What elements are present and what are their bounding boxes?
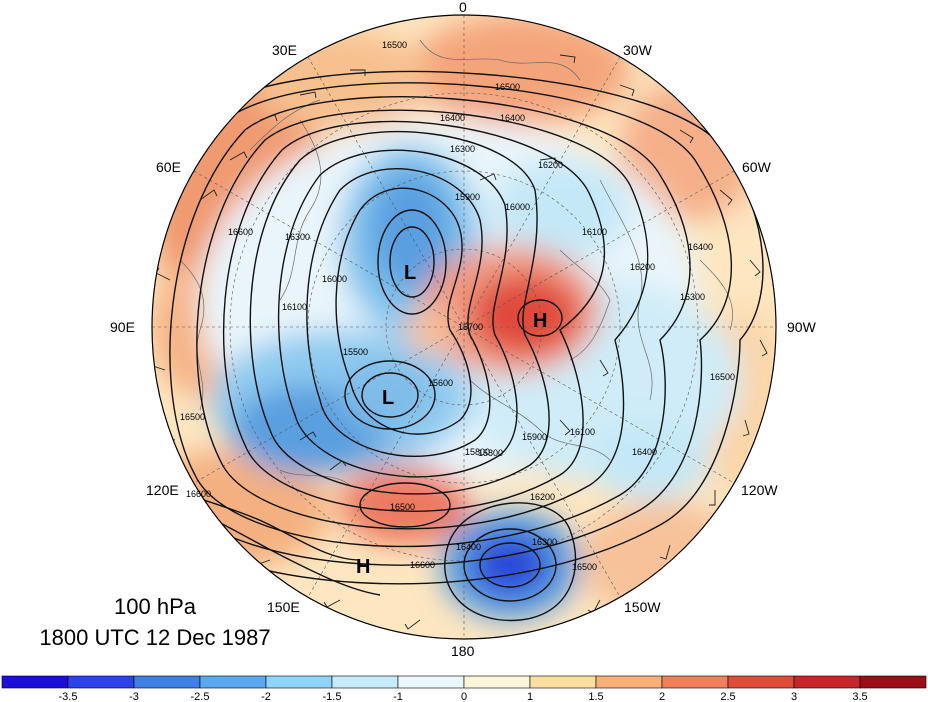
contour-label: 16400 [500, 113, 525, 123]
high-center-marker: H [356, 556, 370, 578]
colorbar: -3.5 -3 -2.5 -2 -1.5 -1 0 1 1.5 2 2.5 3 3.5 [1, 675, 927, 702]
anomaly-shading [152, 15, 776, 620]
colorbar-tick-label: -1.5 [323, 691, 342, 702]
contour-label: 16600 [186, 489, 211, 499]
contour-label: 16400 [688, 242, 713, 252]
contour-label: 16000 [505, 202, 530, 212]
contour-label: 16100 [282, 302, 307, 312]
longitude-label-90w: 90W [787, 319, 817, 335]
longitude-label-120e: 120E [146, 482, 179, 498]
colorbar-segment [199, 675, 267, 689]
longitude-label-180: 180 [451, 643, 475, 659]
longitude-labels: 0 30W 60W 90W 120W 150W 180 150E 120E 90… [110, 0, 817, 659]
colorbar-segment [661, 675, 729, 689]
longitude-label-120w: 120W [741, 482, 778, 498]
contour-label: 16500 [180, 412, 205, 422]
colorbar-segment [1, 675, 69, 689]
longitude-label-90e: 90E [110, 319, 135, 335]
low-center-marker: L [404, 262, 416, 284]
colorbar-tick-label: 3.5 [852, 691, 867, 702]
contour-label: 16000 [322, 274, 347, 284]
colorbar-segment [529, 675, 597, 689]
contour-label: 16500 [495, 82, 520, 92]
high-center-marker: H [533, 310, 547, 332]
colorbar-segment [727, 675, 795, 689]
contour-label: 15600 [428, 378, 453, 388]
contour-label: 16300 [285, 232, 310, 242]
colorbar-tick-label: -2.5 [191, 691, 210, 702]
contour-label: 16300 [532, 537, 557, 547]
colorbar-tick-label: 0 [461, 691, 467, 702]
contour-label: 15500 [343, 347, 368, 357]
contour-label: 15700 [458, 322, 483, 332]
pressure-centers: L L H H [356, 262, 547, 578]
contour-label: 16400 [440, 113, 465, 123]
colorbar-segment [595, 675, 663, 689]
colorbar-tick-label: 2 [659, 691, 665, 702]
colorbar-segment [133, 675, 201, 689]
map-boundary [151, 14, 777, 640]
contour-label-layer: 16500 16500 16400 16400 16300 16200 1610… [180, 40, 735, 572]
contour-label: 16500 [390, 502, 415, 512]
longitude-label-30w: 30W [623, 42, 653, 58]
colorbar-tick-label: 2.5 [720, 691, 735, 702]
contour-label: 15800 [465, 447, 490, 457]
title-level: 100 hPa [114, 594, 197, 619]
contour-label: 16300 [450, 144, 475, 154]
colorbar-segment [265, 675, 333, 689]
colorbar-segment [463, 675, 531, 689]
contour-label: 16500 [710, 372, 735, 382]
contour-label: 16600 [410, 560, 435, 570]
contour-label: 16300 [680, 292, 705, 302]
contour-label: 16200 [630, 262, 655, 272]
contour-label: 15800 [478, 448, 503, 458]
colorbar-segment [397, 675, 465, 689]
longitude-label-150w: 150W [624, 599, 661, 615]
wind-barbs [152, 54, 768, 630]
colorbar-tick-label: -3 [129, 691, 139, 702]
longitude-label-60w: 60W [742, 159, 772, 175]
colorbar-segment [793, 675, 861, 689]
contour-label: 16100 [582, 227, 607, 237]
colorbar-tick-label: 1 [527, 691, 533, 702]
contour-label: 16400 [632, 447, 657, 457]
colorbar-segment [67, 675, 135, 689]
colorbar-tick-label: -1 [393, 691, 403, 702]
map-title: 100 hPa 1800 UTC 12 Dec 1987 [39, 594, 270, 650]
longitude-label-30e: 30E [272, 42, 297, 58]
contour-label: 15900 [522, 432, 547, 442]
contour-label: 16200 [530, 492, 555, 502]
contour-label: 16500 [572, 562, 597, 572]
contour-label: 16200 [538, 160, 563, 170]
contour-label: 16400 [456, 542, 481, 552]
colorbar-tick-label: 1.5 [588, 691, 603, 702]
low-center-marker: L [382, 387, 394, 409]
longitude-label-0: 0 [459, 0, 467, 15]
contour-label: 16100 [570, 427, 595, 437]
colorbar-tick-label: -3.5 [59, 691, 78, 702]
colorbar-segment [331, 675, 399, 689]
title-datetime: 1800 UTC 12 Dec 1987 [39, 625, 270, 650]
longitude-label-60e: 60E [156, 159, 181, 175]
contour-label: 16600 [228, 227, 253, 237]
colorbar-segment [859, 675, 927, 689]
colorbar-tick-label: 3 [791, 691, 797, 702]
contour-label: 16500 [382, 40, 407, 50]
colorbar-tick-label: -2 [261, 691, 271, 702]
longitude-label-150e: 150E [267, 599, 300, 615]
contour-label: 15900 [455, 192, 480, 202]
